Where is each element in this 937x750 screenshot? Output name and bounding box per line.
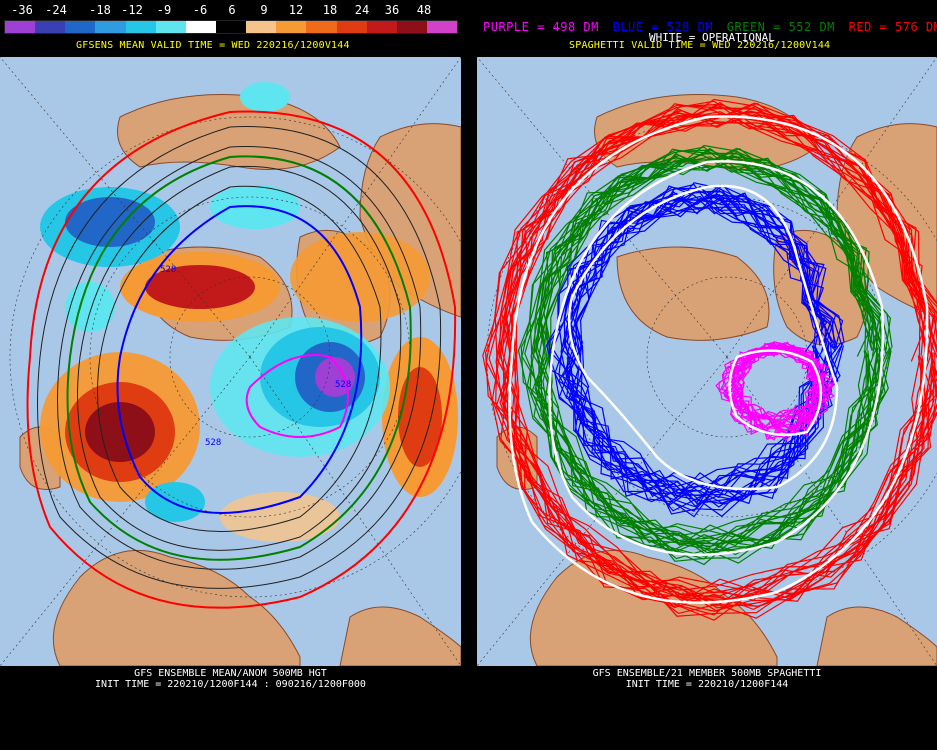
spaghetti-528-line — [558, 183, 828, 518]
spaghetti-552-line — [530, 146, 876, 566]
spaghetti-528-line — [570, 194, 834, 500]
spaghetti-552-line — [521, 148, 881, 562]
colorbar-swatch — [246, 21, 277, 33]
colorbar-label: 9 — [260, 3, 268, 17]
spaghetti-footer: GFS ENSEMBLE/21 MEMBER 500MB SPAGHETTI I… — [477, 668, 937, 690]
mean-valid-time-title: GFSENS MEAN VALID TIME = WED 220216/1200… — [76, 40, 350, 51]
spaghetti-528-members — [545, 182, 845, 518]
panel-divider — [461, 0, 477, 750]
colorbar-swatch — [366, 21, 397, 33]
ensemble-mean-panel: -36 -24 -18 -12 -9 -6 6 9 12 18 24 36 48… — [0, 0, 461, 750]
contour-528 — [116, 205, 363, 514]
spaghetti-footer-init-time: INIT TIME = 220210/1200F144 — [625, 679, 789, 690]
height-contours — [37, 126, 442, 589]
contour-552 — [66, 155, 412, 561]
spaghetti-panel: PURPLE = 498 DM BLUE = 528 DM GREEN = 55… — [477, 0, 937, 750]
spaghetti-498-line — [715, 342, 829, 429]
spaghetti-528-line — [564, 188, 837, 488]
mean-footer-title: GFS ENSEMBLE MEAN/ANOM 500MB HGT — [134, 668, 327, 679]
colorbar-label: 36 — [384, 3, 400, 17]
colorbar-label: -9 — [156, 3, 172, 17]
colorbar-swatch — [185, 21, 216, 33]
colorbar-label: 6 — [228, 3, 236, 17]
colorbar-swatch — [215, 21, 247, 33]
colorbar-label: -12 — [121, 3, 143, 17]
contour-498 — [245, 354, 349, 438]
colorbar-labels: -36 -24 -18 -12 -9 -6 6 9 12 18 24 36 48 — [4, 3, 456, 19]
contour-label: 528 — [335, 380, 351, 390]
spaghetti-528-line — [557, 194, 834, 508]
colorbar-swatch — [306, 21, 337, 33]
spaghetti-legend: PURPLE = 498 DM BLUE = 528 DM GREEN = 55… — [483, 20, 937, 34]
spaghetti-528-line — [549, 184, 830, 515]
legend-red: RED = 576 DM — [848, 20, 937, 34]
contour-label: 528 — [160, 265, 176, 275]
spaghetti-valid-time-title: SPAGHETTI VALID TIME = WED 220216/1200V1… — [569, 40, 831, 51]
colorbar-swatch — [65, 21, 96, 33]
legend-green: GREEN = 552 DM — [726, 20, 835, 34]
spaghetti-576-line — [485, 102, 936, 617]
legend-purple: PURPLE = 498 DM — [483, 20, 599, 34]
spaghetti-576-line — [507, 111, 937, 602]
mean-footer: GFS ENSEMBLE MEAN/ANOM 500MB HGT INIT TI… — [0, 668, 461, 690]
mean-anomaly-map: 528 528 528 — [0, 57, 461, 666]
colorbar-swatch — [276, 21, 307, 33]
spaghetti-498-line — [722, 345, 828, 434]
spaghetti-528-line — [574, 194, 820, 505]
spaghetti-footer-title: GFS ENSEMBLE/21 MEMBER 500MB SPAGHETTI — [592, 668, 822, 679]
colorbar-label: -6 — [192, 3, 208, 17]
colorbar-label: -18 — [89, 3, 111, 17]
spaghetti-552-line — [537, 158, 879, 564]
spaghetti-map — [477, 57, 937, 666]
spaghetti-552-members — [517, 144, 893, 566]
spaghetti-552-line — [544, 155, 867, 554]
colorbar-label: -36 — [11, 3, 33, 17]
legend-blue: BLUE = 528 DM — [612, 20, 714, 34]
spaghetti-576-line — [482, 102, 937, 608]
colorbar-label: 48 — [416, 3, 432, 17]
spaghetti-552-line — [535, 150, 884, 537]
spaghetti-498-line — [718, 341, 829, 440]
operational-contours — [508, 115, 929, 604]
colorbar-swatch — [426, 21, 458, 33]
colorbar-swatch — [95, 21, 126, 33]
mean-footer-init-time: INIT TIME = 220210/1200F144 : 090216/120… — [95, 679, 366, 690]
operational-label: WHITE = OPERATIONAL — [649, 31, 775, 44]
colorbar-swatch — [155, 21, 186, 33]
spaghetti-498-line — [723, 342, 825, 418]
spaghetti-528-line — [558, 185, 834, 489]
colorbar-swatch — [336, 21, 367, 33]
anomaly-colorbar — [4, 20, 458, 34]
colorbar-swatch — [5, 21, 36, 33]
colorbar-swatch — [35, 21, 66, 33]
spaghetti-528-line — [545, 184, 836, 506]
spaghetti-576-line — [494, 111, 937, 611]
colorbar-label: -24 — [45, 3, 67, 17]
contour-label: 528 — [205, 438, 221, 448]
spaghetti-map-svg — [477, 57, 937, 666]
colorbar-label: 18 — [322, 3, 338, 17]
spaghetti-552-line — [529, 155, 883, 556]
colorbar-swatch — [125, 21, 156, 33]
colorbar-swatch — [396, 21, 427, 33]
contour-576 — [26, 110, 457, 609]
spaghetti-576-line — [500, 105, 937, 591]
colorbar-label: 12 — [288, 3, 304, 17]
spaghetti-498-line — [736, 345, 824, 423]
mean-anomaly-map-svg: 528 528 528 — [0, 57, 461, 666]
colorbar-label: 24 — [354, 3, 370, 17]
